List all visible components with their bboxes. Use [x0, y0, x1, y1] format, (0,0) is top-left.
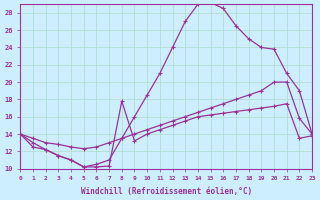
X-axis label: Windchill (Refroidissement éolien,°C): Windchill (Refroidissement éolien,°C)	[81, 187, 252, 196]
